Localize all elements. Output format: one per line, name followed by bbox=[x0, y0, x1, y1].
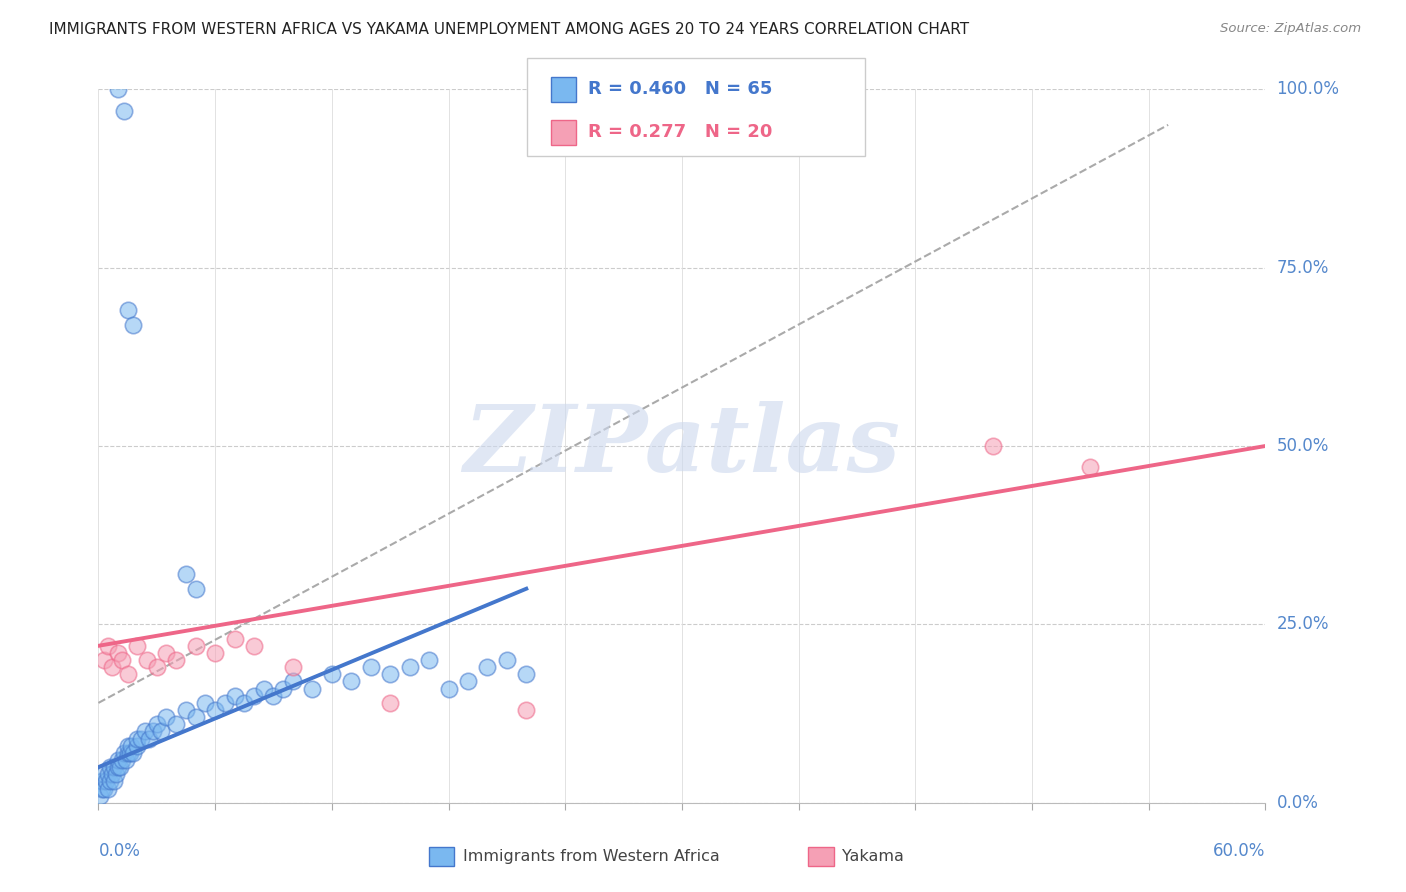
Point bbox=[165, 717, 187, 731]
Point bbox=[93, 653, 115, 667]
Point bbox=[262, 689, 284, 703]
Point bbox=[118, 746, 141, 760]
Point bbox=[111, 653, 134, 667]
Text: 25.0%: 25.0% bbox=[1277, 615, 1329, 633]
Point bbox=[111, 753, 134, 767]
Point bbox=[129, 731, 152, 746]
Text: Yakama: Yakama bbox=[842, 849, 904, 863]
Point bbox=[114, 753, 136, 767]
Point bbox=[112, 103, 135, 118]
Point bbox=[496, 653, 519, 667]
Point bbox=[981, 439, 1004, 453]
Point bbox=[184, 710, 207, 724]
Point bbox=[321, 667, 343, 681]
Text: Immigrants from Western Africa: Immigrants from Western Africa bbox=[463, 849, 720, 863]
Text: 0.0%: 0.0% bbox=[1277, 794, 1319, 812]
Point bbox=[122, 746, 145, 760]
Point bbox=[117, 667, 139, 681]
Point bbox=[127, 731, 149, 746]
Point bbox=[146, 717, 169, 731]
Text: Source: ZipAtlas.com: Source: ZipAtlas.com bbox=[1220, 22, 1361, 36]
Point bbox=[301, 681, 323, 696]
Point bbox=[418, 653, 440, 667]
Point bbox=[142, 724, 165, 739]
Point bbox=[271, 681, 294, 696]
Point bbox=[380, 696, 402, 710]
Point bbox=[122, 318, 145, 332]
Point bbox=[134, 724, 156, 739]
Point bbox=[155, 710, 177, 724]
Point bbox=[340, 674, 363, 689]
Point bbox=[360, 660, 382, 674]
Point bbox=[97, 767, 120, 781]
Point bbox=[243, 689, 266, 703]
Point bbox=[380, 667, 402, 681]
Point bbox=[91, 781, 114, 796]
Text: R = 0.277   N = 20: R = 0.277 N = 20 bbox=[588, 123, 772, 141]
Text: 100.0%: 100.0% bbox=[1277, 80, 1340, 98]
Point bbox=[146, 660, 169, 674]
Point bbox=[136, 653, 159, 667]
Point bbox=[138, 731, 160, 746]
Point bbox=[174, 567, 197, 582]
Point bbox=[89, 789, 111, 803]
Point bbox=[107, 753, 129, 767]
Point bbox=[184, 582, 207, 596]
Point bbox=[204, 646, 226, 660]
Text: R = 0.460   N = 65: R = 0.460 N = 65 bbox=[588, 80, 772, 98]
Point bbox=[224, 689, 246, 703]
Point bbox=[515, 667, 537, 681]
Point bbox=[97, 639, 120, 653]
Point bbox=[107, 760, 129, 774]
Point bbox=[224, 632, 246, 646]
Text: ZIPatlas: ZIPatlas bbox=[464, 401, 900, 491]
Point bbox=[91, 774, 114, 789]
Text: 75.0%: 75.0% bbox=[1277, 259, 1329, 277]
Point bbox=[281, 660, 304, 674]
Text: 0.0%: 0.0% bbox=[98, 842, 141, 860]
Point bbox=[253, 681, 276, 696]
Point bbox=[155, 646, 177, 660]
Point bbox=[437, 681, 460, 696]
Point bbox=[103, 760, 125, 774]
Point bbox=[398, 660, 420, 674]
Point bbox=[104, 767, 127, 781]
Point bbox=[194, 696, 217, 710]
Point bbox=[97, 781, 120, 796]
Point bbox=[174, 703, 197, 717]
Point bbox=[93, 781, 115, 796]
Point bbox=[243, 639, 266, 653]
Point bbox=[98, 774, 121, 789]
Point bbox=[98, 760, 121, 774]
Point bbox=[107, 82, 129, 96]
Point bbox=[127, 639, 149, 653]
Text: 50.0%: 50.0% bbox=[1277, 437, 1329, 455]
Point bbox=[127, 739, 149, 753]
Point bbox=[108, 760, 131, 774]
Point bbox=[204, 703, 226, 717]
Text: IMMIGRANTS FROM WESTERN AFRICA VS YAKAMA UNEMPLOYMENT AMONG AGES 20 TO 24 YEARS : IMMIGRANTS FROM WESTERN AFRICA VS YAKAMA… bbox=[49, 22, 969, 37]
Point bbox=[477, 660, 499, 674]
Point bbox=[214, 696, 236, 710]
Point bbox=[101, 660, 124, 674]
Point bbox=[149, 724, 172, 739]
Point bbox=[121, 739, 143, 753]
Point bbox=[96, 774, 118, 789]
Point bbox=[457, 674, 479, 689]
Point bbox=[117, 746, 139, 760]
Point bbox=[103, 774, 125, 789]
Point bbox=[93, 767, 115, 781]
Point bbox=[112, 746, 135, 760]
Point bbox=[515, 703, 537, 717]
Point bbox=[281, 674, 304, 689]
Point bbox=[101, 767, 124, 781]
Text: 60.0%: 60.0% bbox=[1213, 842, 1265, 860]
Point bbox=[233, 696, 256, 710]
Point bbox=[107, 646, 129, 660]
Point bbox=[165, 653, 187, 667]
Point bbox=[184, 639, 207, 653]
Point bbox=[117, 739, 139, 753]
Point bbox=[1080, 460, 1102, 475]
Point bbox=[117, 303, 139, 318]
